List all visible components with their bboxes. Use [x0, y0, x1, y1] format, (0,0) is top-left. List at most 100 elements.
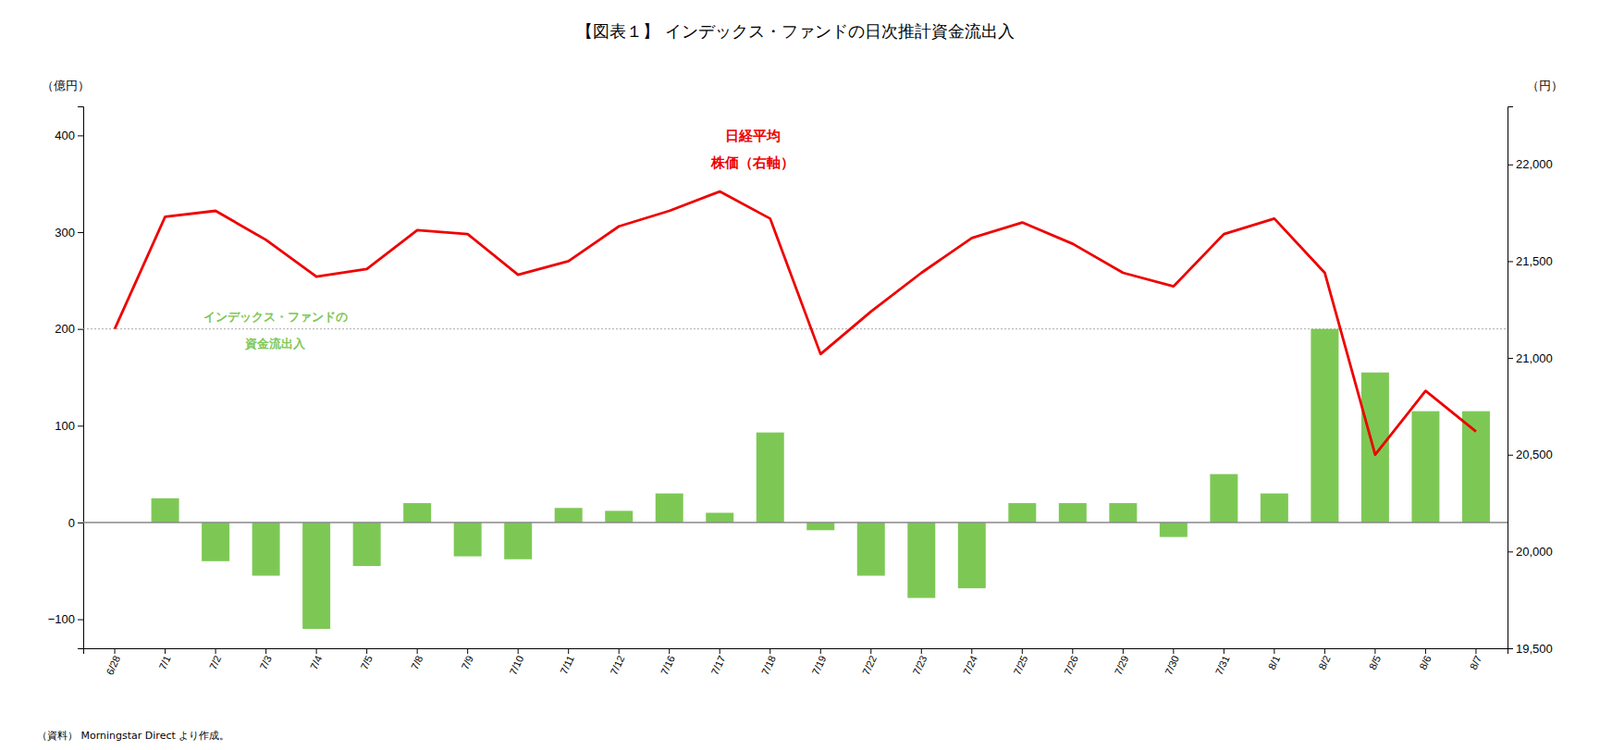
plot-area: −100 0 100 200 300 400 19,500 20,000 20,500 21,00… — [48, 107, 1553, 677]
tick-mark — [1425, 648, 1427, 654]
tick: 21,500 — [1507, 254, 1553, 269]
tick: 7/2 — [207, 648, 223, 672]
tick-label: 400 — [54, 128, 75, 143]
bar — [655, 493, 684, 523]
tick: 8/1 — [1266, 648, 1282, 672]
tick-label: 200 — [54, 321, 75, 336]
tick: 8/5 — [1366, 648, 1383, 672]
marks — [83, 191, 1508, 629]
tick-label: 7/22 — [860, 653, 879, 677]
tick: 6/28 — [103, 648, 123, 677]
tick-label: 22,000 — [1515, 157, 1553, 172]
tick: 300 — [54, 225, 84, 240]
annotation: 株価（右軸） — [710, 154, 795, 172]
tick-mark — [1507, 551, 1514, 553]
tick-mark — [719, 648, 721, 654]
bar — [353, 522, 382, 567]
tick-label: 6/28 — [103, 653, 123, 677]
tick-mark — [1507, 455, 1514, 456]
tick-label: 7/1 — [156, 653, 173, 672]
bars — [151, 329, 1490, 629]
axis-line — [1508, 107, 1514, 650]
tick-label: 20,000 — [1515, 544, 1553, 559]
tick: 7/26 — [1061, 648, 1081, 677]
tick-mark — [971, 648, 973, 654]
axis-line — [77, 107, 85, 650]
bar — [756, 432, 785, 523]
tick-mark — [164, 648, 166, 654]
tick-label: 7/30 — [1162, 653, 1182, 677]
tick: 7/24 — [960, 648, 980, 677]
tick-mark — [1507, 357, 1514, 359]
tick-label: 7/19 — [810, 653, 829, 677]
tick-label: 8/2 — [1316, 653, 1332, 672]
tick-mark — [316, 648, 318, 654]
tick-label: 7/4 — [307, 653, 324, 672]
tick-mark — [366, 648, 368, 654]
tick: 7/5 — [357, 648, 374, 672]
bar — [1310, 329, 1339, 523]
tick-mark — [618, 648, 620, 654]
reference-line — [83, 328, 1508, 330]
tick-mark — [77, 232, 84, 234]
bar — [1361, 372, 1390, 523]
tick-label: 7/3 — [257, 653, 273, 672]
tick-mark — [77, 329, 84, 331]
bar — [958, 522, 986, 589]
tick: 8/6 — [1416, 648, 1433, 672]
tick-label: 19,500 — [1515, 641, 1553, 656]
tick-label: 7/31 — [1213, 653, 1232, 677]
bar — [705, 513, 734, 523]
tick: 7/31 — [1213, 648, 1232, 677]
tick-label: 7/17 — [708, 653, 727, 677]
tick-mark — [1475, 648, 1477, 654]
tick: 7/23 — [910, 648, 930, 677]
bar — [1108, 503, 1137, 523]
bar — [1411, 411, 1440, 523]
tick-label: 7/11 — [557, 653, 577, 677]
tick-label: 20,500 — [1515, 447, 1553, 462]
bar — [151, 498, 180, 523]
annotation: 日経平均 — [725, 127, 781, 145]
tick: 0 — [68, 516, 84, 530]
tick-label: 7/16 — [658, 653, 677, 677]
x-axis: 6/287/17/27/37/47/57/87/97/107/117/127/1… — [84, 648, 1509, 677]
tick: 100 — [54, 418, 84, 433]
tick-mark — [820, 648, 822, 654]
tick-mark — [1021, 648, 1023, 654]
tick: 19,500 — [1507, 641, 1553, 656]
tick-label: 7/24 — [960, 653, 980, 677]
tick-label: 7/10 — [506, 653, 526, 677]
tick-label: 7/18 — [759, 653, 778, 677]
bar — [454, 522, 482, 557]
tick: 7/25 — [1011, 648, 1031, 677]
tick: 7/11 — [557, 648, 577, 677]
tick: 7/12 — [607, 648, 627, 677]
axis-line — [84, 649, 1509, 655]
bar — [604, 510, 633, 523]
tick-label: 21,500 — [1515, 254, 1553, 269]
tick-mark — [1071, 648, 1073, 654]
tick: 200 — [54, 321, 84, 336]
tick-mark — [114, 648, 116, 654]
tick-mark — [1122, 648, 1124, 654]
tick-label: 21,000 — [1515, 351, 1553, 366]
y-axis-label: （億円） — [41, 78, 90, 93]
tick: 7/3 — [257, 648, 273, 672]
tick: 7/10 — [506, 648, 526, 677]
tick: −100 — [48, 612, 84, 627]
tick-mark — [1507, 164, 1514, 166]
source: （資料） Morningstar Direct より作成。 — [36, 729, 230, 742]
tick-label: 100 — [54, 418, 75, 433]
tick-label: 7/8 — [408, 653, 425, 672]
tick: 7/4 — [307, 648, 324, 672]
tick: 20,000 — [1507, 544, 1553, 559]
bar — [1209, 474, 1238, 523]
tick-label: 7/29 — [1112, 653, 1132, 677]
tick: 8/2 — [1316, 648, 1332, 672]
tick-mark — [417, 648, 419, 654]
tick-mark — [870, 648, 872, 654]
annotation: 資金流出入 — [244, 336, 307, 351]
bar — [1260, 493, 1289, 523]
bar — [302, 522, 331, 629]
